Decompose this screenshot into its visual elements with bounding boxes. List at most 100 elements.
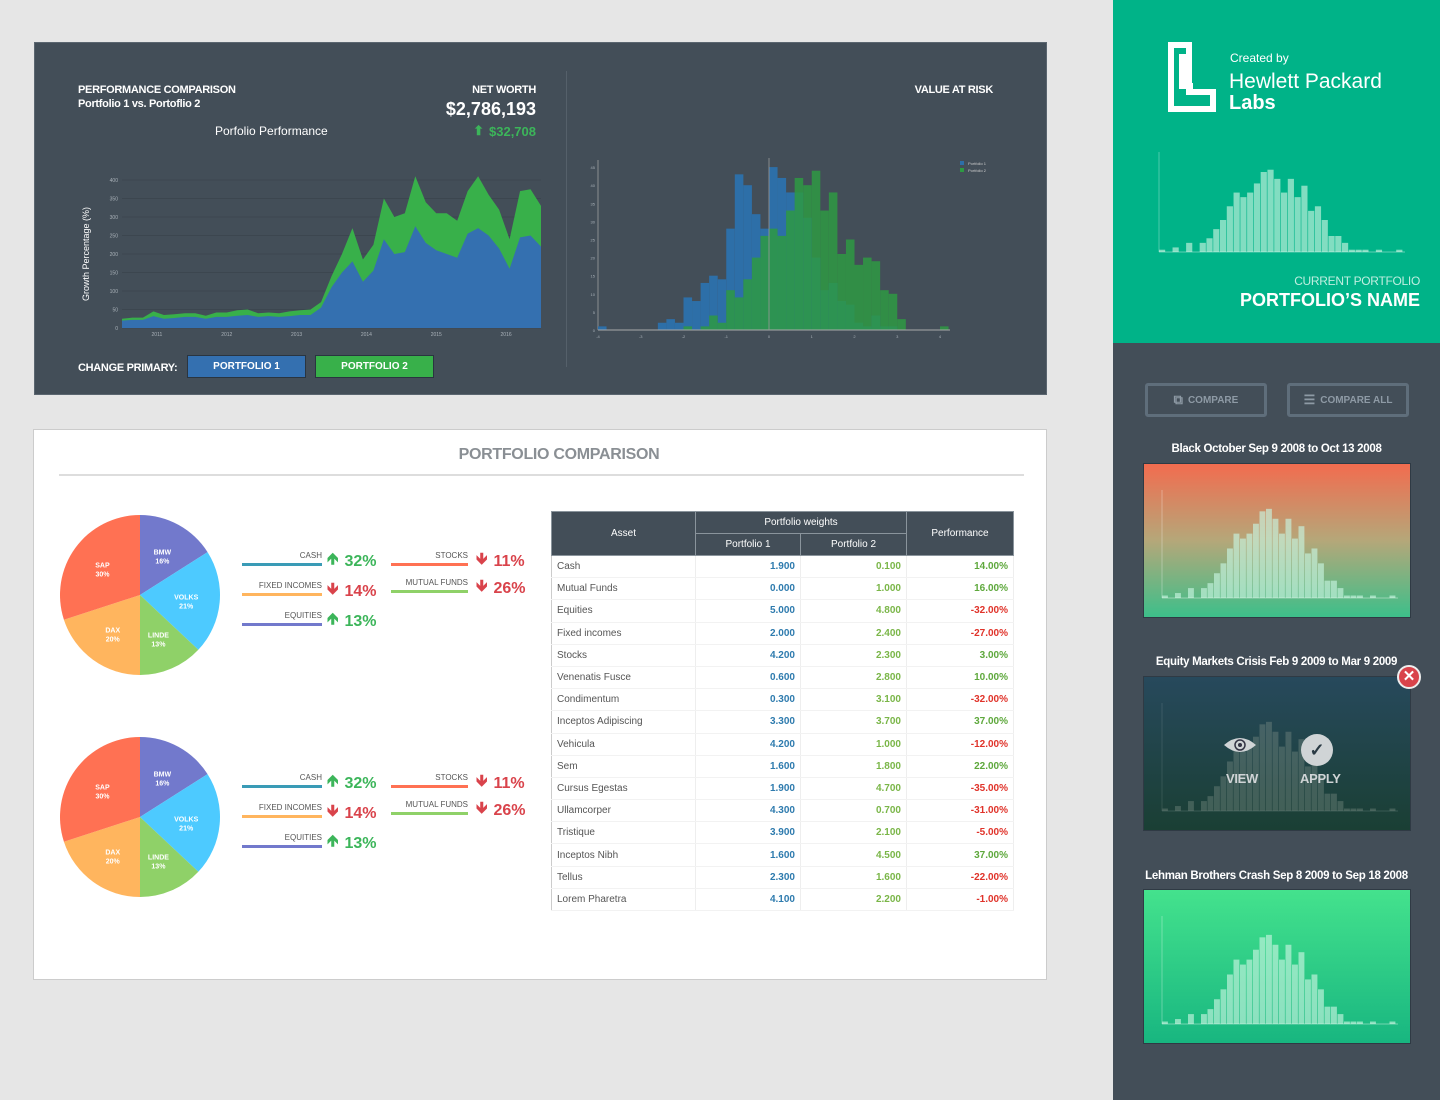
histogram-bar bbox=[888, 293, 898, 330]
pie-value: 13% bbox=[151, 642, 166, 649]
histogram-bar bbox=[1337, 588, 1344, 598]
legend-value: 11% bbox=[493, 774, 525, 792]
histogram-bar bbox=[700, 282, 710, 330]
histogram-bar bbox=[692, 301, 701, 330]
scenario-title: Equity Markets Crisis Feb 9 2009 to Mar … bbox=[1155, 656, 1398, 668]
histogram-bar bbox=[1186, 242, 1193, 252]
y-tick-label: 10 bbox=[591, 292, 596, 297]
histogram-bar bbox=[1188, 1014, 1194, 1024]
legend-value: 26% bbox=[493, 801, 526, 819]
close-scenario-button[interactable]: ✕ bbox=[1397, 665, 1421, 689]
portfolio-2-weight: 4.700 bbox=[800, 777, 907, 801]
histogram-bar bbox=[863, 257, 872, 330]
compare-button-label: COMPARE bbox=[1187, 394, 1239, 406]
histogram-bar bbox=[1240, 751, 1246, 811]
histogram-bar bbox=[1370, 808, 1376, 811]
legend-line-fixed-incomes: FIXED INCOMES bbox=[242, 803, 322, 818]
portfolio-1-weight: 5.000 bbox=[695, 599, 801, 623]
pie-slice-dax bbox=[63, 595, 140, 675]
histogram-bar bbox=[1247, 192, 1254, 252]
compare-button[interactable]: ⧉ COMPARE bbox=[1145, 383, 1267, 417]
view-label[interactable]: VIEW bbox=[1226, 771, 1259, 786]
portfolio-1-weight: 4.100 bbox=[695, 888, 801, 912]
y-tick-label: 45 bbox=[591, 165, 596, 170]
histogram-bar bbox=[760, 235, 769, 330]
histogram-bar bbox=[1201, 1014, 1207, 1024]
scenario-title: Lehman Brothers Crash Sep 8 2009 to Sep … bbox=[1145, 870, 1408, 882]
scenario-card-black-october[interactable] bbox=[1143, 463, 1411, 618]
histogram-bar bbox=[837, 253, 846, 330]
histogram-bar bbox=[1175, 1019, 1181, 1024]
portfolio-1-weight: 2.000 bbox=[695, 622, 801, 645]
hpe-labs-logo-icon bbox=[1168, 42, 1216, 112]
histogram-bar bbox=[854, 264, 864, 330]
legend-label: Portfolio 2 bbox=[968, 168, 987, 173]
portfolio-2-button[interactable]: PORTFOLIO 2 bbox=[315, 355, 434, 378]
y-tick-label: 25 bbox=[591, 238, 596, 243]
portfolio-1-button[interactable]: PORTFOLIO 1 bbox=[187, 355, 306, 378]
col-portfolio-1: Portfolio 1 bbox=[695, 533, 801, 556]
legend-value: 14% bbox=[344, 582, 377, 600]
y-tick-label: 0 bbox=[593, 328, 596, 333]
portfolio-1-weight: 0.300 bbox=[695, 688, 801, 712]
change-primary-label: CHANGE PRIMARY: bbox=[78, 362, 178, 374]
col-asset: Asset bbox=[551, 511, 696, 556]
histogram-bar bbox=[1314, 206, 1322, 252]
legend-swatch bbox=[960, 161, 964, 165]
histogram-bar bbox=[1246, 533, 1253, 598]
apply-label[interactable]: APPLY bbox=[1300, 771, 1341, 786]
histogram-bar bbox=[1188, 801, 1194, 811]
asset-name: Cursus Egestas bbox=[551, 777, 696, 801]
compare-all-button[interactable]: ☰ COMPARE ALL bbox=[1287, 383, 1409, 417]
pie-chart-portfolio-2: BMW 16% VOLKS 21% LINDE 13% DAX 20% SAP 30% bbox=[59, 737, 220, 897]
view-button[interactable] bbox=[1222, 735, 1258, 757]
pie-slice-linde bbox=[140, 595, 199, 675]
histogram-bar bbox=[1206, 238, 1213, 252]
portfolio-1-weight: 1.600 bbox=[695, 755, 801, 778]
y-tick-label: 100 bbox=[110, 289, 119, 295]
scenario-card-lehman[interactable] bbox=[1143, 889, 1411, 1044]
pie-label: LINDE bbox=[148, 855, 169, 862]
y-tick-label: 40 bbox=[591, 183, 596, 188]
histogram-bar bbox=[1226, 206, 1233, 252]
scenario-card-equity-crisis[interactable]: VIEW ✓ APPLY bbox=[1143, 676, 1411, 831]
compare-all-button-label: COMPARE ALL bbox=[1320, 394, 1393, 406]
arrow-down-icon: 🡻 bbox=[327, 581, 339, 598]
histogram-bar bbox=[1188, 588, 1194, 598]
histogram-bar bbox=[1292, 538, 1298, 598]
histogram-bar bbox=[940, 326, 949, 330]
pie-chart-portfolio-1: BMW 16% VOLKS 21% LINDE 13% DAX 20% SAP 30% bbox=[59, 515, 220, 675]
histogram-bar bbox=[1279, 533, 1285, 598]
table-row: Lorem Pharetra 4.100 2.200 -1.00% bbox=[551, 888, 1014, 912]
histogram-bar bbox=[1274, 178, 1281, 252]
histogram-bar bbox=[1321, 220, 1328, 252]
histogram-bar bbox=[1281, 192, 1288, 252]
title-divider bbox=[59, 474, 1024, 476]
portfolio-1-weight: 1.600 bbox=[695, 843, 801, 867]
created-by: Created by bbox=[1230, 51, 1289, 65]
y-axis-label: Growth Percentage (%) bbox=[81, 207, 91, 301]
pie-value: 21% bbox=[179, 603, 194, 610]
asset-name: Mutual Funds bbox=[551, 577, 696, 601]
histogram-bar bbox=[726, 290, 735, 330]
performance-value: 16.00% bbox=[906, 577, 1014, 601]
asset-name: Equities bbox=[551, 599, 696, 623]
asset-name: Inceptos Nibh bbox=[551, 843, 696, 867]
arrow-down-icon: 🡻 bbox=[476, 800, 488, 817]
portfolio-1-weight: 3.900 bbox=[695, 821, 801, 845]
performance-title: PERFORMANCE COMPARISON bbox=[78, 84, 236, 96]
arrow-down-icon: 🡻 bbox=[476, 551, 488, 568]
histogram-bar bbox=[700, 326, 710, 330]
histogram-bar bbox=[1287, 178, 1294, 252]
portfolio-2-weight: 3.100 bbox=[800, 688, 907, 712]
portfolio-2-weight: 0.700 bbox=[800, 799, 907, 823]
histogram-bar bbox=[1259, 724, 1266, 811]
histogram-bar bbox=[1162, 808, 1168, 811]
histogram-bar bbox=[1350, 808, 1357, 811]
col-weights: Portfolio weights bbox=[695, 511, 907, 534]
histogram-bar bbox=[1344, 595, 1350, 598]
legend-change: 🡻 26% bbox=[476, 575, 526, 602]
histogram-bar bbox=[657, 322, 667, 330]
apply-check-icon[interactable]: ✓ bbox=[1301, 734, 1333, 766]
portfolio-1-weight: 3.300 bbox=[695, 710, 801, 734]
